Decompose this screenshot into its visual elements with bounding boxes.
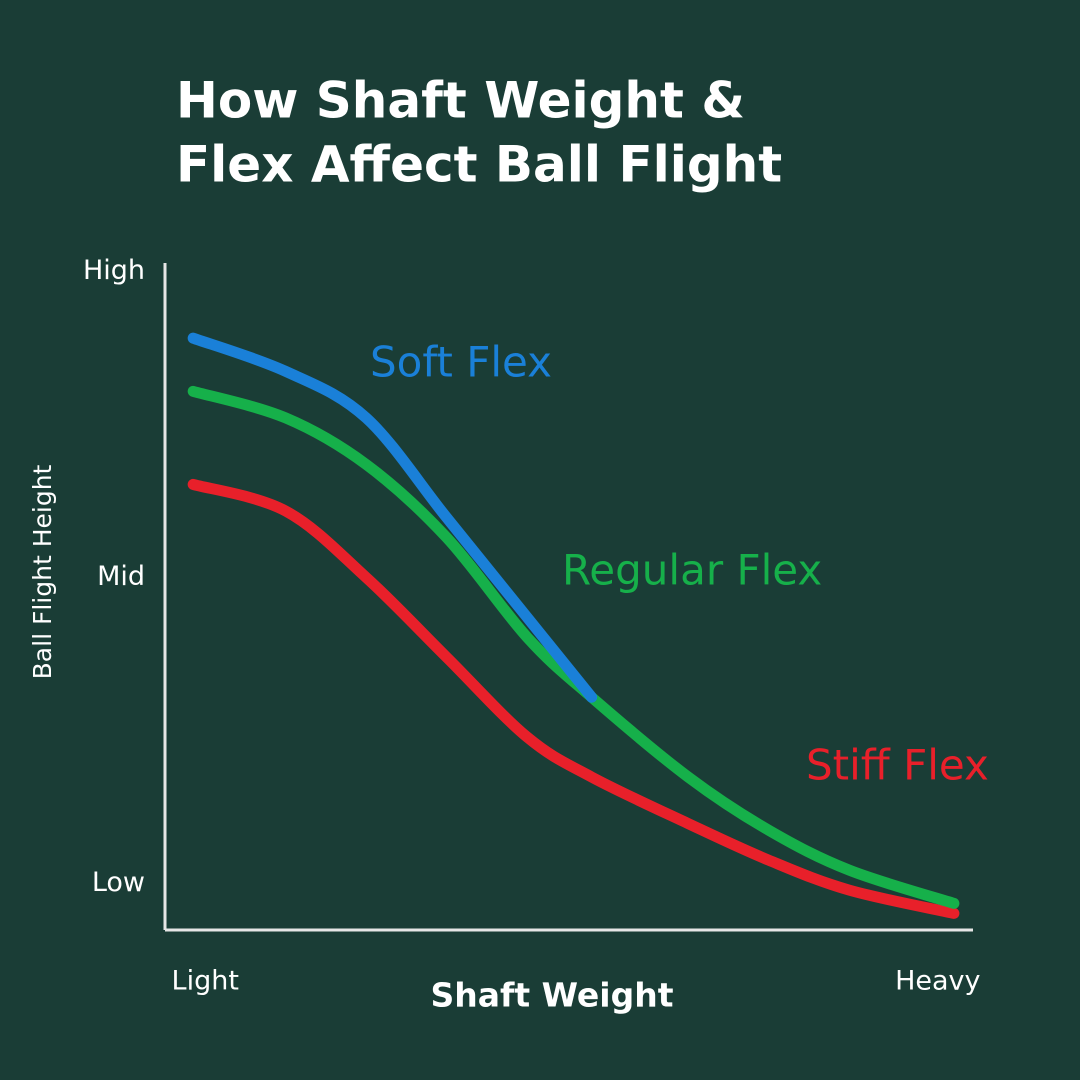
x-tick-label: Light [172,966,239,997]
x-tick-label: Heavy [895,966,980,997]
x-axis-title: Shaft Weight [431,976,674,1015]
y-tick-label: Mid [97,561,145,592]
y-tick-label: High [83,255,145,286]
series-label: Regular Flex [562,546,822,595]
series-line [187,478,960,919]
series-label: Stiff Flex [806,741,989,790]
y-tick-label: Low [92,867,145,898]
series-label: Soft Flex [370,338,552,387]
series-line [187,385,960,909]
chart-title: How Shaft Weight & [176,72,745,130]
series-line [187,332,598,703]
chart-title: Flex Affect Ball Flight [176,136,782,194]
y-axis-title: Ball Flight Height [28,464,57,679]
